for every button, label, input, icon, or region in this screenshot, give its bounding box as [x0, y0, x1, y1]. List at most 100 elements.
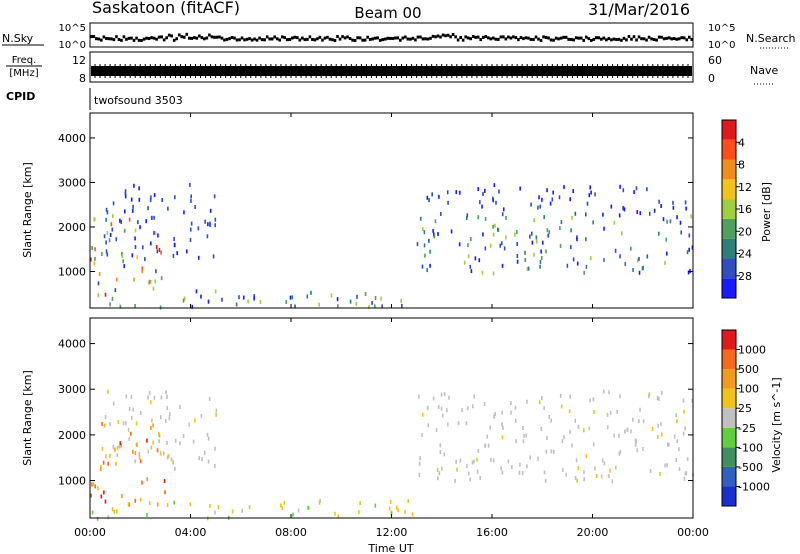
scatter-cell	[107, 389, 109, 394]
nsearch-right-tick-bottom: 10^0	[708, 40, 735, 51]
freq-label-line2: [MHz]	[9, 68, 38, 79]
nsky-point	[328, 37, 332, 41]
scatter-cell	[116, 453, 119, 458]
colorbar-swatch	[722, 120, 736, 140]
nsky-point	[162, 38, 166, 42]
scatter-cell	[549, 201, 552, 206]
scatter-cell	[94, 247, 96, 252]
scatter-cell	[516, 259, 519, 264]
scatter-cell	[450, 229, 453, 234]
nsky-point	[680, 36, 684, 40]
scatter-cell	[540, 255, 543, 260]
scatter-cell	[621, 231, 623, 236]
scatter-cell	[421, 264, 424, 269]
scatter-cell	[519, 462, 521, 467]
scatter-cell	[190, 194, 192, 199]
scatter-cell	[434, 219, 437, 224]
nsky-point	[270, 37, 274, 41]
colorbar-tick-label: 12	[738, 181, 752, 194]
scatter-cell	[590, 190, 592, 195]
scatter-cell	[330, 293, 333, 298]
scatter-cell	[134, 228, 137, 233]
scatter-cell	[429, 263, 431, 268]
nsky-point	[396, 36, 400, 40]
scatter-cell	[197, 255, 200, 260]
scatter-cell	[209, 208, 212, 213]
scatter-cell	[500, 241, 503, 246]
scatter-cell	[505, 235, 507, 240]
nsky-point	[595, 36, 598, 40]
nsky-point	[677, 37, 681, 41]
scatter-cell	[136, 442, 138, 447]
scatter-cell	[119, 218, 121, 223]
scatter-cell	[516, 242, 518, 247]
scatter-cell	[119, 304, 122, 309]
scatter-cell	[642, 446, 644, 451]
scatter-cell	[569, 197, 571, 202]
scatter-cell	[550, 418, 553, 423]
scatter-cell	[117, 420, 120, 425]
scatter-cell	[563, 435, 565, 440]
scatter-cell	[571, 215, 573, 220]
scatter-cell	[466, 406, 469, 411]
scatter-cell	[550, 449, 553, 454]
scatter-cell	[380, 296, 382, 301]
scatter-cell	[429, 249, 431, 254]
scatter-cell	[146, 477, 149, 482]
scatter-cell	[134, 498, 137, 503]
colorbar-swatch	[722, 258, 736, 279]
colorbar-swatch	[722, 330, 736, 350]
scatter-cell	[685, 471, 688, 476]
scatter-cell	[522, 439, 525, 444]
scatter-cell	[476, 469, 479, 474]
scatter-cell	[124, 194, 127, 199]
nsky-point	[182, 35, 186, 39]
scatter-cell	[128, 217, 131, 222]
scatter-cell	[657, 231, 660, 236]
scatter-cell	[585, 454, 588, 459]
scatter-cell	[141, 245, 144, 250]
scatter-cell	[90, 493, 93, 498]
scatter-cell	[494, 223, 496, 228]
scatter-cell	[174, 438, 177, 443]
scatter-cell	[139, 225, 141, 230]
scatter-cell	[162, 451, 165, 456]
nsky-point	[95, 37, 98, 41]
scatter-cell	[179, 405, 181, 410]
scatter-cell	[208, 397, 211, 402]
scatter-cell	[546, 436, 548, 441]
scatter-cell	[476, 457, 478, 462]
nsky-point	[90, 35, 93, 39]
scatter-cell	[291, 295, 294, 300]
scatter-cell	[673, 434, 676, 439]
nsky-point	[318, 35, 322, 39]
scatter-cell	[490, 457, 492, 462]
nsky-point	[630, 37, 633, 41]
scatter-cell	[601, 458, 604, 463]
nsky-point	[574, 36, 578, 40]
nsky-point	[353, 38, 357, 42]
nsky-point	[421, 37, 425, 41]
scatter-cell	[197, 226, 200, 231]
scatter-cell	[150, 195, 152, 200]
scatter-cell	[543, 406, 545, 411]
nsky-point	[404, 35, 407, 39]
velocity-panel: 1000 2000 3000 4000 Slant Range [km]	[21, 317, 694, 521]
scatter-cell	[146, 512, 148, 517]
nsky-point	[120, 38, 123, 42]
nsky-point	[479, 38, 483, 42]
scatter-cell	[545, 249, 547, 254]
scatter-cell	[435, 428, 438, 433]
scatter-cell	[159, 451, 162, 456]
scatter-cell	[120, 219, 123, 224]
colorbar-swatch	[722, 179, 736, 200]
scatter-cell	[545, 449, 548, 454]
scatter-cell	[114, 288, 117, 293]
scatter-cell	[659, 471, 661, 476]
scatter-cell	[418, 461, 421, 466]
scatter-cell	[123, 264, 125, 269]
nsky-point	[499, 35, 503, 39]
scatter-cell	[160, 276, 163, 281]
nsky-point	[363, 38, 367, 42]
scatter-cell	[662, 217, 665, 222]
